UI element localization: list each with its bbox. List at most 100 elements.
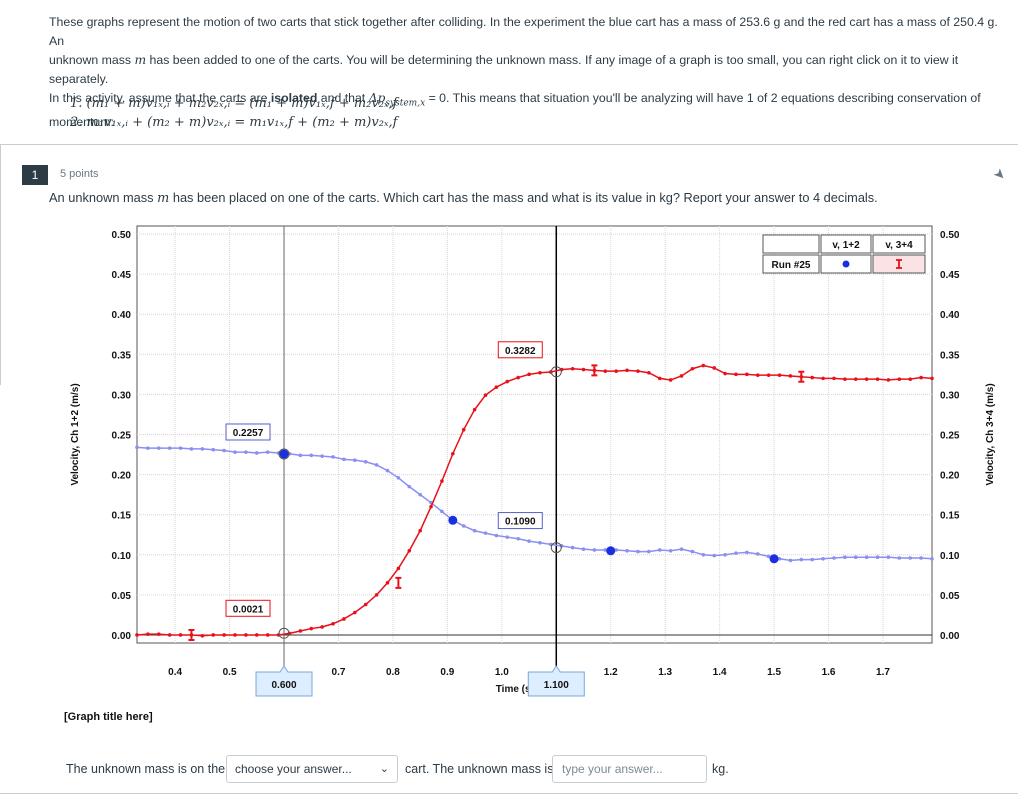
blue-data-point <box>527 539 531 543</box>
red-data-point <box>233 633 237 637</box>
red-data-point <box>788 374 793 378</box>
blue-data-point <box>178 446 183 450</box>
blue-data-point <box>723 552 727 557</box>
annotation-box <box>497 512 543 530</box>
blue-data-point <box>244 450 248 454</box>
question-number: 1 <box>22 165 48 185</box>
y-tick-left: 0.15 <box>112 511 132 522</box>
blue-data-point <box>146 446 150 450</box>
legend-header-cell <box>872 234 926 254</box>
blue-data-point <box>864 555 869 559</box>
blue-data-point <box>363 459 368 464</box>
blue-data-point <box>755 552 760 556</box>
x-tick: 1.5 <box>767 667 781 678</box>
blue-data-point <box>875 555 880 559</box>
red-data-point <box>429 504 433 509</box>
red-data-point <box>886 378 891 382</box>
annotation-value: 0.0021 <box>233 604 264 615</box>
question-text: An unknown mass m has been placed on one… <box>49 190 878 206</box>
x-tick: 0.8 <box>386 667 400 678</box>
blue-data-point <box>407 484 412 489</box>
red-data-point <box>647 370 651 375</box>
blue-data-point <box>843 555 847 559</box>
red-data-point <box>908 377 913 381</box>
intro-text: unknown mass <box>49 53 135 67</box>
legend-header-cell <box>820 234 872 254</box>
x-tick: 1.3 <box>658 667 672 678</box>
blue-data-point <box>614 548 618 552</box>
red-data-point <box>418 528 422 533</box>
y-tick-left: 0.25 <box>112 431 132 442</box>
blue-data-point <box>298 453 303 458</box>
legend-run: Run #25 <box>772 260 811 271</box>
red-data-point <box>407 548 412 553</box>
y-tick-right: 0.25 <box>940 431 960 442</box>
red-data-point <box>701 363 706 368</box>
blue-data-point <box>581 547 586 551</box>
bottom-border <box>0 793 1018 794</box>
red-marker <box>395 576 402 589</box>
annotation-value: 0.3282 <box>505 346 536 357</box>
blue-data-point <box>156 446 161 450</box>
intro-line-4: momentum: <box>49 115 114 130</box>
cart-select[interactable]: choose your answer... ⌄ <box>226 755 398 783</box>
y-tick-right: 0.20 <box>940 471 960 482</box>
red-data-point <box>832 376 836 381</box>
blue-data-point <box>461 524 466 528</box>
blue-data-point <box>701 552 706 557</box>
red-data-point <box>636 369 640 373</box>
red-data-point <box>472 407 477 412</box>
red-data-point <box>265 633 270 637</box>
math-subscript: system,x <box>385 98 426 109</box>
red-data-point <box>331 621 335 626</box>
red-data-point <box>167 633 172 637</box>
cursor-crosshair <box>278 448 290 460</box>
annotation-box <box>225 599 271 617</box>
blue-data-point <box>353 458 357 462</box>
red-data-point <box>211 633 216 637</box>
blue-data-point <box>908 556 913 560</box>
x-tick: 1.7 <box>876 667 890 678</box>
blue-data-point <box>342 457 346 462</box>
x-tick: 0.9 <box>440 667 454 678</box>
red-series-line <box>136 364 933 637</box>
red-data-point <box>156 632 161 636</box>
red-data-point <box>712 366 716 370</box>
math-momentum: Δp <box>368 91 386 105</box>
red-data-point <box>342 617 346 621</box>
red-data-point <box>505 379 510 384</box>
blue-marker <box>769 554 779 564</box>
red-data-point <box>385 581 390 585</box>
red-data-point <box>930 376 934 381</box>
answer-text-pre: The unknown mass is on the <box>66 762 226 776</box>
blue-data-point <box>592 548 597 552</box>
blue-data-point <box>919 556 923 560</box>
red-data-point <box>614 369 618 373</box>
y-tick-left: 0.20 <box>112 471 132 482</box>
red-data-point <box>668 378 673 382</box>
red-data-point <box>690 366 695 371</box>
x-tick: 0.5 <box>223 667 237 678</box>
math-variable: m <box>157 191 170 206</box>
pin-icon[interactable]: ➤ <box>990 164 1011 184</box>
red-data-point <box>766 373 771 377</box>
blue-data-point <box>766 554 771 559</box>
intro-text: = 0. This means that situation you'll be… <box>425 91 981 105</box>
red-data-point <box>657 376 662 381</box>
y-tick-right: 0.15 <box>940 511 960 522</box>
answer-text-post: kg. <box>712 762 729 776</box>
blue-data-point <box>374 463 379 467</box>
red-data-point <box>570 366 575 371</box>
red-data-point <box>451 451 455 456</box>
blue-data-point <box>777 556 782 561</box>
graph-title: [Graph title here] <box>64 711 153 723</box>
mass-input[interactable] <box>552 755 707 783</box>
blue-data-point <box>135 445 139 450</box>
red-data-point <box>146 632 150 636</box>
blue-data-point <box>625 548 629 553</box>
intro-text: In this activity, assume that the carts … <box>49 91 271 105</box>
blue-data-point <box>516 536 520 541</box>
blue-data-point <box>505 535 510 539</box>
blue-series-line <box>136 446 933 562</box>
y-tick-right: 0.50 <box>940 230 960 241</box>
